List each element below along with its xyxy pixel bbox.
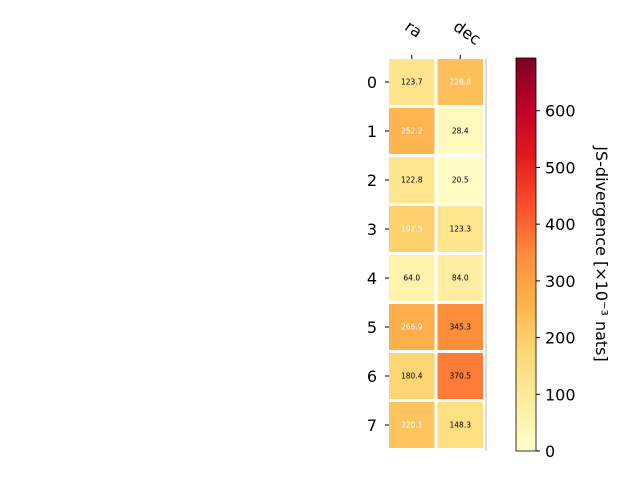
row-tick-label: 6 [367,367,377,386]
heatmap-cell-5-dec [437,304,483,350]
row-tick-label: 7 [367,416,377,435]
row-tick-label: 2 [367,171,377,190]
heatmap-cell-7-ra [389,402,435,448]
colorbar-tick-label: 600 [545,102,576,121]
column-tick-label: dec [450,17,484,49]
heatmap-cell-6-ra [389,353,435,399]
cell-value-label: 266.9 [401,323,423,332]
row-tick-labels: 0 1 2 3 4 5 6 7 [367,73,389,435]
colorbar-tick-label: 100 [545,385,576,404]
cell-value-label: 180.4 [401,372,423,381]
heatmap-cell-1-ra [389,108,435,154]
cell-value-label: 370.5 [450,372,472,381]
heatmap-cell-0-dec [437,59,483,105]
colorbar-bar [516,58,536,451]
heatmap-cell-2-ra [389,157,435,203]
colorbar-tick-label: 500 [545,158,576,177]
cell-value-label: 345.3 [450,323,472,332]
cell-value-label: 148.3 [450,421,472,430]
heatmap-cell-3-ra [389,206,435,252]
cell-value-label: 122.8 [401,176,423,185]
cell-value-label: 20.5 [452,176,469,185]
cell-value-label: 220.1 [401,421,423,430]
heatmap-cell-1-dec [437,108,483,154]
colorbar: 0 100 200 300 400 500 600 [515,57,576,461]
column-tick-labels: ra dec [401,17,484,59]
cell-value-label: 192.5 [401,225,423,234]
heatmap-cell-2-dec [437,157,483,203]
cell-value-label: 123.7 [401,78,423,87]
heatmap-cell-4-ra [389,255,435,301]
cell-value-label: 228.8 [450,78,472,87]
cell-value-label: 28.4 [452,127,469,136]
colorbar-tick-label: 0 [545,442,555,461]
row-tick-label: 4 [367,269,377,288]
colorbar-tick-label: 200 [545,329,576,348]
heatmap-cell-4-dec [437,255,483,301]
heatmap-cell-6-dec [437,353,483,399]
cell-value-label: 64.0 [403,274,420,283]
cell-value-label: 123.3 [450,225,472,234]
row-tick-label: 0 [367,73,377,92]
row-tick-label: 5 [367,318,377,337]
colorbar-outline [515,57,537,452]
heatmap-cells: 123.7 228.8 252.2 28.4 122.8 20.5 192.5 123.3 64… [389,59,487,451]
heatmap-cell-3-dec [437,206,483,252]
colorbar-tick-label: 400 [545,215,576,234]
cell-value-label: 84.0 [452,274,469,283]
row-tick-label: 1 [367,122,377,141]
heatmap-cell-7-dec [437,402,483,448]
column-tick-label: ra [401,17,425,42]
colorbar-tick-label: 300 [545,272,576,291]
colorbar-label: JS-divergence [×10⁻³ nats] [592,145,611,361]
heatmap-cell-5-ra [389,304,435,350]
heatmap-cell-0-ra [389,59,435,105]
row-tick-label: 3 [367,220,377,239]
cell-value-label: 252.2 [401,127,423,136]
